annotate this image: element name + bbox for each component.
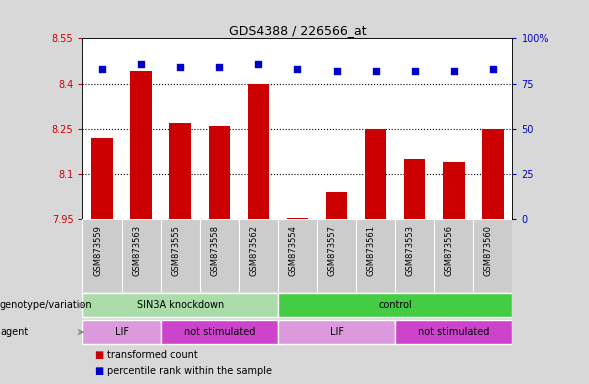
Bar [239, 219, 278, 292]
Bar [443, 162, 465, 219]
Text: GSM873556: GSM873556 [445, 225, 454, 276]
Bar [130, 71, 152, 219]
Bar [356, 219, 395, 292]
Text: GSM873555: GSM873555 [171, 225, 180, 276]
Text: GSM873563: GSM873563 [132, 225, 141, 276]
Text: GSM873559: GSM873559 [93, 225, 102, 276]
Text: GSM873553: GSM873553 [406, 225, 415, 276]
Text: SIN3A knockdown: SIN3A knockdown [137, 300, 224, 310]
Point [137, 61, 146, 67]
Text: not stimulated: not stimulated [184, 327, 255, 337]
Bar [326, 192, 348, 219]
Text: not stimulated: not stimulated [418, 327, 489, 337]
Bar [474, 219, 512, 292]
Bar [91, 138, 112, 219]
Bar [121, 219, 161, 292]
Point [254, 61, 263, 67]
Text: GSM873558: GSM873558 [210, 225, 219, 276]
Bar [278, 320, 395, 344]
Text: LIF: LIF [329, 327, 343, 337]
Bar [482, 129, 504, 219]
Bar [287, 218, 308, 219]
Bar [161, 320, 278, 344]
Point [371, 68, 380, 74]
Bar [365, 129, 386, 219]
Point [332, 68, 341, 74]
Text: transformed count: transformed count [107, 350, 198, 360]
Bar [82, 293, 278, 317]
Bar [434, 219, 474, 292]
Point [214, 64, 224, 70]
Text: ■: ■ [94, 350, 104, 360]
Point [410, 68, 419, 74]
Text: GSM873557: GSM873557 [327, 225, 336, 276]
Bar [278, 293, 512, 317]
Text: GSM873561: GSM873561 [366, 225, 376, 276]
Bar [278, 219, 317, 292]
Text: control: control [378, 300, 412, 310]
Text: ■: ■ [94, 366, 104, 376]
Text: GSM873560: GSM873560 [484, 225, 493, 276]
Text: agent: agent [0, 327, 28, 337]
Bar [247, 84, 269, 219]
Text: GSM873562: GSM873562 [249, 225, 259, 276]
Bar [200, 219, 239, 292]
Text: genotype/variation: genotype/variation [0, 300, 92, 310]
Bar [404, 159, 425, 219]
Point [176, 64, 185, 70]
Bar [395, 219, 434, 292]
Bar [82, 320, 161, 344]
Bar [317, 219, 356, 292]
Text: percentile rank within the sample: percentile rank within the sample [107, 366, 272, 376]
Point [488, 66, 498, 72]
Point [449, 68, 458, 74]
Point [293, 66, 302, 72]
Point [97, 66, 107, 72]
Bar [82, 219, 121, 292]
Text: GSM873554: GSM873554 [289, 225, 297, 276]
Bar [395, 320, 512, 344]
Text: LIF: LIF [114, 327, 128, 337]
Title: GDS4388 / 226566_at: GDS4388 / 226566_at [229, 24, 366, 37]
Bar [209, 126, 230, 219]
Bar [170, 122, 191, 219]
Bar [161, 219, 200, 292]
